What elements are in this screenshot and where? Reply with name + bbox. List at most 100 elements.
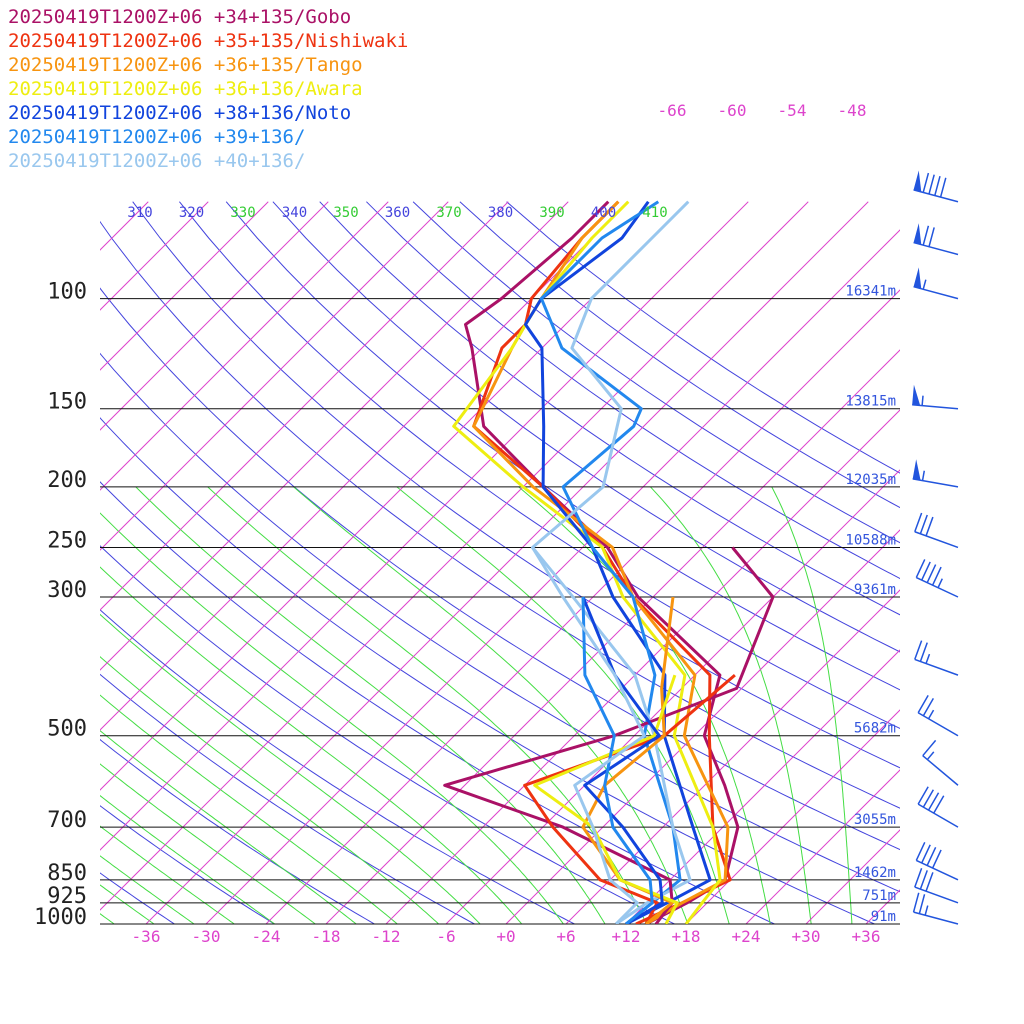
isotherm-line bbox=[385, 409, 900, 924]
dry-adiabat-line bbox=[412, 201, 900, 544]
height-label: 13815m bbox=[845, 394, 896, 410]
dry-adiabat-line bbox=[100, 872, 176, 924]
isotherm-line bbox=[685, 709, 900, 924]
moist-adiabat-line bbox=[100, 566, 523, 924]
legend: 20250419T1200Z+06 +34+135/Gobo20250419T1… bbox=[8, 6, 408, 172]
temperature-trace bbox=[539, 200, 682, 924]
moist-adiabat-line bbox=[100, 763, 317, 924]
height-label: 1462m bbox=[854, 865, 896, 881]
wind-barb bbox=[912, 459, 959, 488]
moist-adiabat-line bbox=[650, 486, 812, 924]
isotherm-line bbox=[100, 201, 689, 791]
legend-entry: 20250419T1200Z+06 +36+135/Tango bbox=[8, 54, 363, 76]
isobars bbox=[100, 298, 900, 925]
theta-label: 370 bbox=[436, 205, 461, 221]
temperature-tick-label: +24 bbox=[732, 927, 761, 946]
height-label: 91m bbox=[871, 909, 896, 925]
isotherm-line bbox=[100, 201, 629, 731]
wind-barb bbox=[914, 868, 959, 904]
isotherm-line bbox=[745, 769, 900, 924]
legend-entry: 20250419T1200Z+06 +39+136/ bbox=[8, 126, 305, 148]
upper-temperature-label: -60 bbox=[718, 101, 747, 120]
moist-adiabats bbox=[100, 486, 853, 924]
height-label: 9361m bbox=[854, 582, 896, 598]
upper-temperature-label: -54 bbox=[778, 101, 807, 120]
dry-adiabat-line bbox=[100, 738, 376, 924]
height-label: 12035m bbox=[845, 472, 896, 488]
temperature-tick-label: -12 bbox=[372, 927, 401, 946]
dry-adiabat-line bbox=[319, 201, 900, 616]
dry-adiabat-line bbox=[100, 220, 900, 809]
pressure-label: 700 bbox=[47, 808, 87, 833]
dry-adiabat-line bbox=[272, 201, 900, 653]
dry-adiabat-line bbox=[100, 287, 900, 851]
isotherm-line bbox=[145, 201, 869, 924]
theta-label: 410 bbox=[642, 205, 667, 221]
isotherm-line bbox=[926, 202, 1024, 924]
wind-barb bbox=[917, 786, 959, 828]
pressure-label: 300 bbox=[47, 578, 87, 603]
temperature-tick-label: -30 bbox=[192, 927, 221, 946]
wind-barb bbox=[913, 223, 959, 256]
temperature-tick-label: +6 bbox=[556, 927, 575, 946]
moist-adiabat-line bbox=[771, 486, 853, 924]
wind-barb bbox=[915, 841, 959, 881]
isotherm-line bbox=[445, 469, 900, 924]
pressure-label: 1000 bbox=[34, 905, 87, 930]
dry-adiabat-line bbox=[225, 201, 900, 691]
moist-adiabat-line bbox=[100, 825, 236, 924]
dry-adiabat-line bbox=[366, 201, 900, 580]
theta-label: 390 bbox=[539, 205, 564, 221]
theta-label: 380 bbox=[488, 205, 513, 221]
wind-barb bbox=[915, 559, 959, 598]
wind-barb bbox=[912, 892, 959, 925]
legend-entry: 20250419T1200Z+06 +35+135/Nishiwaki bbox=[8, 30, 408, 52]
pressure-label: 925 bbox=[47, 884, 87, 909]
pressure-label: 850 bbox=[47, 861, 87, 886]
isotherm-line bbox=[805, 829, 900, 924]
isotherm-line bbox=[505, 529, 900, 924]
dewpoint-trace bbox=[533, 674, 679, 924]
temperature-tick-label: +0 bbox=[496, 927, 515, 946]
moist-adiabat-line bbox=[100, 656, 440, 924]
pressure-label: 250 bbox=[47, 528, 87, 553]
isotherm-line bbox=[265, 289, 900, 924]
isotherm-line bbox=[100, 201, 449, 551]
isotherm-line bbox=[100, 201, 509, 611]
moist-adiabat-line bbox=[100, 512, 565, 924]
moist-adiabat-line bbox=[100, 613, 481, 924]
legend-entry: 20250419T1200Z+06 +36+136/Awara bbox=[8, 78, 363, 100]
isotherm-line bbox=[986, 202, 1024, 924]
theta-label: 310 bbox=[127, 205, 152, 221]
moist-adiabat-line bbox=[100, 795, 276, 924]
theta-label: 360 bbox=[385, 205, 410, 221]
pressure-label: 200 bbox=[47, 468, 87, 493]
wind-barb bbox=[914, 640, 959, 676]
isotherm-line bbox=[325, 349, 900, 924]
theta-label: 320 bbox=[179, 205, 204, 221]
isotherm-line bbox=[0, 202, 28, 924]
dry-adiabat-line bbox=[100, 545, 676, 924]
wind-barb bbox=[912, 384, 959, 410]
dewpoint-trace bbox=[531, 546, 646, 924]
height-label: 3055m bbox=[854, 812, 896, 828]
theta-label: 400 bbox=[591, 205, 616, 221]
moist-adiabat-line bbox=[100, 855, 195, 924]
isotherm-line bbox=[100, 201, 209, 311]
temperature-tick-label: +18 bbox=[672, 927, 701, 946]
legend-entry: 20250419T1200Z+06 +38+136/Noto bbox=[8, 102, 351, 124]
dry-adiabat-line bbox=[179, 201, 900, 729]
height-label: 751m bbox=[862, 888, 896, 904]
theta-label: 330 bbox=[230, 205, 255, 221]
temperature-tick-label: +36 bbox=[852, 927, 881, 946]
isotherm-line bbox=[100, 201, 749, 851]
moist-adiabat-line bbox=[100, 694, 399, 924]
legend-entry: 20250419T1200Z+06 +40+136/ bbox=[8, 150, 305, 172]
temperature-tick-label: -24 bbox=[252, 927, 281, 946]
upper-temperature-label: -66 bbox=[658, 101, 687, 120]
wind-barb bbox=[914, 512, 959, 549]
wind-barb bbox=[922, 739, 959, 786]
wind-barbs bbox=[912, 170, 959, 925]
dry-adiabat-line bbox=[100, 673, 476, 924]
